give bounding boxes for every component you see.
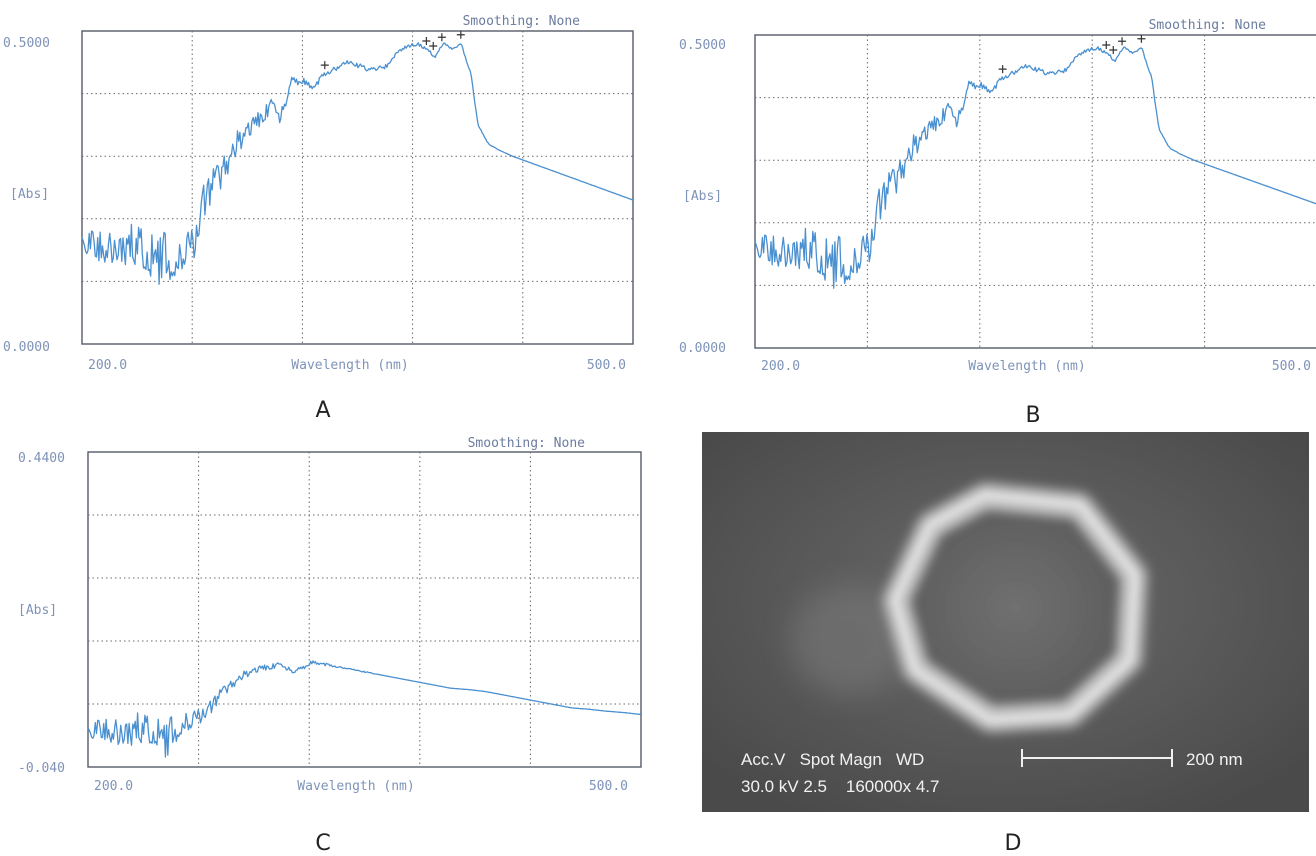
peak-marker-4 <box>437 33 446 42</box>
panel-label-d: D <box>1005 831 1022 856</box>
panel-label-c: C <box>315 831 330 856</box>
panel-label-b: B <box>1025 403 1040 428</box>
y-axis-label: [Abs] <box>683 189 722 204</box>
peak-marker-3 <box>1109 46 1118 55</box>
peak-marker-3 <box>429 42 438 51</box>
peak-marker-2 <box>1102 41 1111 50</box>
plot-frame <box>87 451 642 768</box>
x-axis-label: Wavelength (nm) <box>297 779 414 794</box>
peak-marker-2 <box>422 37 431 46</box>
peak-marker-5 <box>1137 34 1146 43</box>
scale-bar-label: 200 nm <box>1186 750 1243 769</box>
y-tick-bottom: 0.0000 <box>3 340 50 355</box>
x-axis-label: Wavelength (nm) <box>291 358 408 373</box>
y-tick-top: 0.5000 <box>679 38 726 53</box>
smoothing-label: Smoothing: None <box>1149 18 1267 33</box>
x-tick-left: 200.0 <box>761 359 800 374</box>
gridlines <box>82 31 633 344</box>
peak-marker-1 <box>320 61 329 70</box>
panel-label-a: A <box>315 398 330 423</box>
nanoparticle-edge <box>893 493 1137 722</box>
x-tick-right: 500.0 <box>587 358 626 373</box>
spectrum-panel-b: Smoothing: None 0.5000 0.0000 [Abs] 200.… <box>679 18 1316 428</box>
sem-info-row-2: 30.0 kV 2.5 160000x 4.7 <box>741 777 939 796</box>
micrograph-shadow-blob <box>790 585 910 695</box>
x-tick-right: 500.0 <box>1272 359 1311 374</box>
y-tick-top: 0.5000 <box>3 36 50 51</box>
spectrum-panel-c: Smoothing: None 0.4400 -0.040 [Abs] 200.… <box>18 436 642 856</box>
peak-markers <box>320 30 465 70</box>
series-line <box>87 660 641 758</box>
y-tick-top: 0.4400 <box>18 451 65 466</box>
smoothing-label: Smoothing: None <box>463 14 581 29</box>
gridlines <box>755 35 1316 348</box>
plot-frame <box>81 30 634 345</box>
peak-marker-5 <box>456 30 465 39</box>
y-axis-label: [Abs] <box>18 603 57 618</box>
gridlines <box>88 452 641 767</box>
smoothing-label: Smoothing: None <box>468 436 586 451</box>
spectrum-panel-a: Smoothing: None 0.5000 0.0000 [Abs] 200.… <box>3 14 634 423</box>
y-axis-label: [Abs] <box>10 187 49 202</box>
x-tick-left: 200.0 <box>88 358 127 373</box>
plot-frame <box>754 34 1316 349</box>
peak-marker-4 <box>1118 37 1127 46</box>
y-tick-bottom: 0.0000 <box>679 341 726 356</box>
y-tick-bottom: -0.040 <box>18 761 65 776</box>
series-line <box>754 46 1316 289</box>
series-line <box>81 42 634 285</box>
x-axis-label: Wavelength (nm) <box>968 359 1085 374</box>
peak-markers <box>998 34 1146 74</box>
sem-info-row-1: Acc.V Spot Magn WD <box>741 750 924 769</box>
sem-micrograph-panel-d: 200 nm Acc.V Spot Magn WD 30.0 kV 2.5 16… <box>702 432 1309 856</box>
x-tick-right: 500.0 <box>589 779 628 794</box>
peak-marker-1 <box>998 65 1007 74</box>
x-tick-left: 200.0 <box>94 779 133 794</box>
